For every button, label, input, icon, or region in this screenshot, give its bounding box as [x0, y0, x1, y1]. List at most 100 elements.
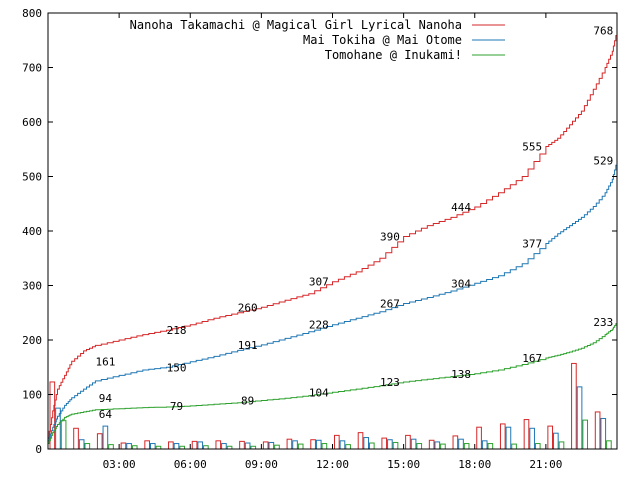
hourly-bar — [600, 417, 607, 450]
x-tick-label: 12:00 — [316, 458, 349, 471]
point-label: 260 — [238, 301, 258, 314]
hourly-bar — [120, 442, 127, 450]
point-label: 104 — [309, 386, 329, 399]
hourly-bar — [571, 362, 577, 450]
legend: Nanoha Takamachi @ Magical Girl Lyrical … — [130, 18, 505, 62]
point-label: 304 — [451, 277, 471, 290]
hourly-bar — [463, 443, 470, 450]
hourly-bar — [368, 442, 375, 450]
hourly-bar — [505, 426, 512, 450]
y-tick-label: 700 — [22, 62, 42, 75]
hourly-bar — [392, 441, 399, 450]
hourly-bar — [576, 386, 583, 450]
hourly-bar — [452, 435, 459, 450]
y-tick-label: 600 — [22, 116, 42, 129]
hourly-bar — [339, 440, 346, 450]
x-tick-label: 09:00 — [245, 458, 278, 471]
hourly-bar — [440, 443, 446, 450]
y-tick-label: 200 — [22, 334, 42, 347]
y-tick-label: 300 — [22, 280, 42, 293]
hourly-bar — [274, 444, 280, 450]
point-label: 138 — [451, 368, 471, 381]
point-labels: 161 218 260 307 390 444 555 768 94 150 191 228 267 30… — [95, 24, 613, 421]
hourly-bar — [321, 443, 328, 450]
hourly-bar — [149, 443, 156, 450]
series-lines — [48, 30, 618, 445]
hourly-bar — [73, 427, 79, 450]
y-tick-label: 500 — [22, 171, 42, 184]
legend-label: Nanoha Takamachi @ Magical Girl Lyrical … — [130, 18, 462, 32]
hourly-bar — [523, 419, 530, 450]
hourly-bar — [410, 438, 417, 450]
hourly-bar — [197, 441, 204, 450]
point-label: 167 — [522, 352, 542, 365]
y-tick-label: 400 — [22, 225, 42, 238]
hourly-bar — [357, 432, 364, 450]
hourly-bar — [334, 434, 340, 450]
point-label: 555 — [522, 141, 542, 154]
hourly-bar — [78, 439, 85, 450]
point-label: 307 — [309, 276, 329, 289]
point-label: 218 — [167, 324, 187, 337]
point-label: 267 — [380, 297, 400, 310]
hourly-bar — [481, 440, 488, 450]
hourly-bar — [168, 441, 174, 450]
hourly-bar — [102, 425, 109, 450]
point-label: 390 — [380, 230, 400, 243]
hourly-bar — [292, 440, 298, 450]
hourly-bar — [487, 443, 494, 450]
point-label: 161 — [95, 355, 115, 368]
y-axis: 0 100 200 300 400 500 600 700 800 — [22, 7, 617, 456]
hourly-bar — [60, 420, 67, 450]
hourly-bar — [547, 425, 554, 450]
legend-label: Tomohane @ Inukami! — [325, 48, 462, 62]
y-tick-label: 800 — [22, 7, 42, 20]
hourly-bar — [239, 440, 245, 450]
hourly-bar — [191, 440, 198, 450]
point-label: 233 — [593, 316, 613, 329]
point-label: 228 — [309, 319, 329, 332]
hourly-bar — [144, 440, 150, 450]
series-line — [48, 322, 618, 445]
point-label: 64 — [99, 408, 113, 421]
hourly-bar — [594, 411, 601, 450]
point-label: 79 — [170, 400, 183, 413]
series-line — [48, 160, 618, 442]
hourly-bars — [49, 362, 612, 450]
hourly-bar — [96, 433, 103, 450]
point-label: 89 — [241, 394, 254, 407]
hourly-bar — [363, 437, 369, 450]
hourly-bar — [315, 439, 322, 450]
hourly-bar — [416, 443, 423, 450]
hourly-bar — [173, 443, 180, 450]
point-label: 768 — [593, 24, 613, 37]
hourly-bar — [215, 440, 222, 450]
point-label: 377 — [522, 238, 542, 251]
point-label: 191 — [238, 339, 258, 352]
x-tick-label: 18:00 — [458, 458, 491, 471]
hourly-bar — [499, 423, 506, 450]
hourly-bar — [268, 441, 275, 450]
hourly-bar — [387, 439, 393, 450]
hourly-bar — [458, 438, 464, 450]
hourly-bar — [286, 438, 293, 450]
hourly-bar — [529, 427, 535, 450]
hourly-bar — [553, 432, 559, 450]
hourly-bar — [606, 440, 612, 450]
y-tick-label: 0 — [35, 443, 42, 456]
x-tick-label: 06:00 — [174, 458, 207, 471]
hourly-bar — [582, 419, 589, 450]
hourly-bar — [84, 443, 91, 450]
hourly-bar — [310, 439, 316, 450]
hourly-bar — [534, 443, 541, 450]
series-line — [48, 30, 618, 439]
hourly-bar — [558, 441, 565, 450]
hourly-bar — [221, 443, 227, 450]
point-label: 94 — [99, 392, 113, 405]
x-axis: 03:00 06:00 09:00 12:00 15:00 18:00 21:00 — [103, 13, 562, 471]
hourly-bar — [108, 444, 114, 450]
point-label: 529 — [593, 155, 613, 168]
x-tick-label: 03:00 — [103, 458, 136, 471]
hourly-bar — [381, 437, 388, 450]
